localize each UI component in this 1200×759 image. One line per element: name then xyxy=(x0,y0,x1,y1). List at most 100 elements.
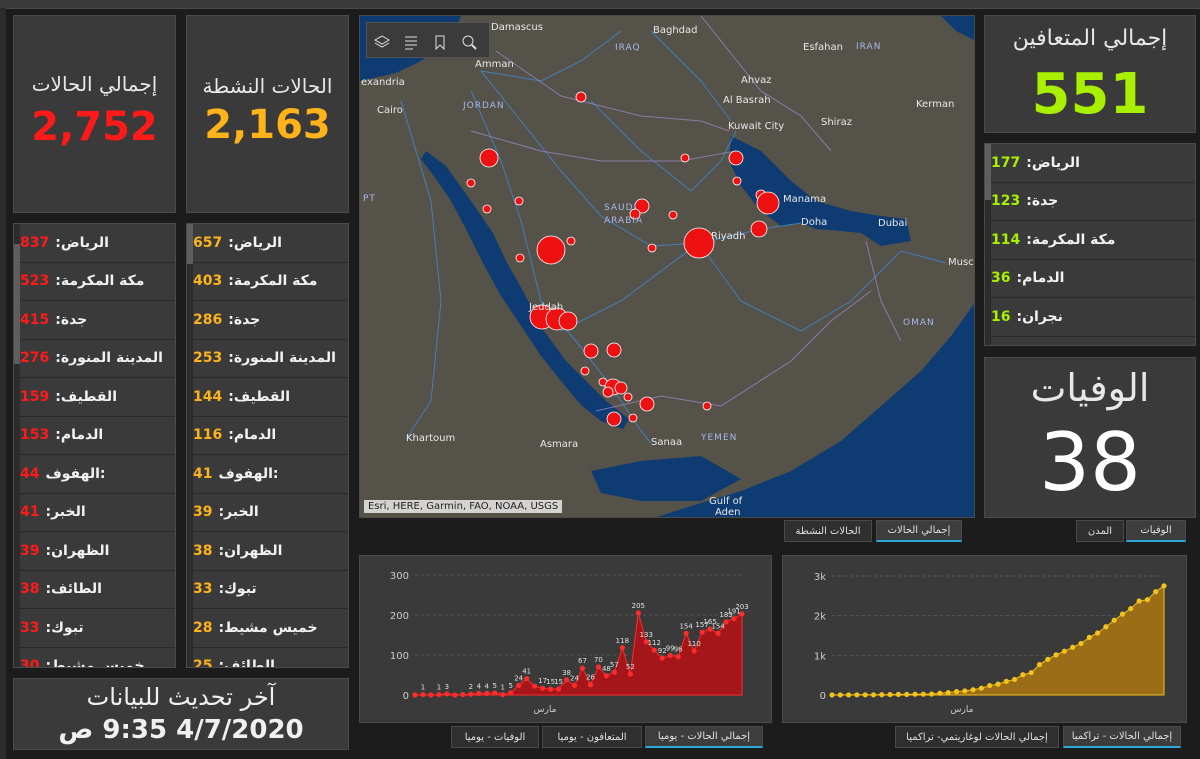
data-point[interactable] xyxy=(547,686,554,692)
data-point[interactable] xyxy=(563,677,570,683)
case-marker[interactable] xyxy=(575,91,587,103)
data-point[interactable] xyxy=(887,691,893,698)
tab-deaths[interactable]: الوفيات xyxy=(1126,520,1186,542)
data-point[interactable] xyxy=(524,676,530,682)
data-point[interactable] xyxy=(452,692,458,698)
case-marker[interactable] xyxy=(514,196,524,206)
data-point[interactable] xyxy=(484,690,490,696)
data-point[interactable] xyxy=(675,654,681,660)
case-marker[interactable] xyxy=(750,220,768,238)
data-point[interactable] xyxy=(1103,624,1109,630)
data-point[interactable] xyxy=(904,691,910,698)
case-marker[interactable] xyxy=(668,210,678,220)
data-point[interactable] xyxy=(444,691,450,697)
data-point[interactable] xyxy=(854,692,860,698)
data-point[interactable] xyxy=(837,692,843,698)
case-marker[interactable] xyxy=(466,178,476,188)
data-point[interactable] xyxy=(579,665,586,671)
recovered-list-scrollbar[interactable] xyxy=(985,144,991,345)
case-marker[interactable] xyxy=(558,311,578,331)
data-point[interactable] xyxy=(1111,617,1117,623)
data-point[interactable] xyxy=(476,690,482,696)
case-marker[interactable] xyxy=(515,253,525,263)
bookmark-icon[interactable] xyxy=(427,29,453,55)
case-marker[interactable] xyxy=(680,153,690,163)
data-point[interactable] xyxy=(412,692,418,698)
data-point[interactable] xyxy=(723,619,729,625)
data-point[interactable] xyxy=(1028,670,1034,676)
data-point[interactable] xyxy=(619,645,625,651)
case-marker[interactable] xyxy=(482,204,492,214)
case-marker[interactable] xyxy=(583,343,599,359)
tab-cumulative-log[interactable]: إجمالي الحالات لوغاريتمي- تراكميا xyxy=(895,726,1059,748)
case-marker[interactable] xyxy=(479,148,499,168)
data-point[interactable] xyxy=(667,652,673,658)
tab-cumulative-total-cases[interactable]: إجمالي الحالات - تراكميا xyxy=(1063,726,1181,748)
data-point[interactable] xyxy=(428,692,434,698)
total-list-scrollbar[interactable] xyxy=(14,224,20,667)
data-point[interactable] xyxy=(1036,661,1043,668)
data-point[interactable] xyxy=(468,691,474,697)
data-point[interactable] xyxy=(731,616,737,622)
data-point[interactable] xyxy=(508,690,514,696)
data-point[interactable] xyxy=(460,692,466,698)
data-point[interactable] xyxy=(500,692,506,698)
data-point[interactable] xyxy=(492,690,498,696)
data-point[interactable] xyxy=(540,685,546,691)
data-point[interactable] xyxy=(846,692,852,698)
case-marker[interactable] xyxy=(602,386,614,398)
data-point[interactable] xyxy=(1086,634,1092,640)
data-point[interactable] xyxy=(953,688,960,695)
data-point[interactable] xyxy=(1053,652,1059,658)
tab-daily-deaths[interactable]: الوفيات - يوميا xyxy=(451,726,539,748)
data-point[interactable] xyxy=(937,690,943,696)
data-point[interactable] xyxy=(1095,630,1101,636)
data-point[interactable] xyxy=(587,682,594,688)
active-cases-list[interactable]: الرياض: 657 مكة المكرمة: 403 جدة: 286 المدينة … xyxy=(193,224,348,667)
data-point[interactable] xyxy=(571,682,578,688)
data-point[interactable] xyxy=(627,671,633,677)
data-point[interactable] xyxy=(603,673,610,679)
data-point[interactable] xyxy=(420,692,426,698)
data-point[interactable] xyxy=(978,685,984,691)
data-point[interactable] xyxy=(987,682,993,689)
case-marker[interactable] xyxy=(728,150,744,166)
data-point[interactable] xyxy=(879,692,885,698)
data-point[interactable] xyxy=(739,611,745,617)
data-point[interactable] xyxy=(1144,597,1150,603)
data-point[interactable] xyxy=(962,688,968,694)
case-marker[interactable] xyxy=(580,366,590,376)
data-point[interactable] xyxy=(635,610,641,616)
case-marker[interactable] xyxy=(536,235,566,265)
case-marker[interactable] xyxy=(623,392,633,402)
data-point[interactable] xyxy=(683,630,689,636)
case-marker[interactable] xyxy=(639,396,655,412)
data-point[interactable] xyxy=(691,648,697,654)
tab-cities[interactable]: المدن xyxy=(1076,520,1124,542)
data-point[interactable] xyxy=(1020,672,1026,678)
case-marker[interactable] xyxy=(756,191,780,215)
search-icon[interactable] xyxy=(456,29,482,55)
data-point[interactable] xyxy=(699,629,705,635)
data-point[interactable] xyxy=(516,682,522,688)
data-point[interactable] xyxy=(707,626,713,632)
data-point[interactable] xyxy=(555,686,562,692)
tab-map-total-cases[interactable]: إجمالي الحالات xyxy=(876,520,962,542)
data-point[interactable] xyxy=(929,691,935,697)
case-marker[interactable] xyxy=(629,208,641,220)
case-marker[interactable] xyxy=(683,227,715,259)
data-point[interactable] xyxy=(532,683,538,689)
data-point[interactable] xyxy=(895,691,901,698)
data-point[interactable] xyxy=(1070,644,1076,650)
case-marker[interactable] xyxy=(732,176,742,186)
recovered-list[interactable]: الرياض: 177 جدة: 123 مكة المكرمة: 114 الدمام: 3… xyxy=(991,144,1195,345)
layers-icon[interactable] xyxy=(369,29,395,55)
data-point[interactable] xyxy=(1128,605,1134,612)
data-point[interactable] xyxy=(829,692,835,698)
tab-map-active-cases[interactable]: الحالات النشطة xyxy=(784,520,872,542)
data-point[interactable] xyxy=(1061,648,1067,654)
data-point[interactable] xyxy=(715,630,721,636)
case-marker[interactable] xyxy=(628,413,638,423)
tab-daily-recovered[interactable]: المتعافون - يوميا xyxy=(542,726,642,748)
data-point[interactable] xyxy=(1012,676,1018,683)
